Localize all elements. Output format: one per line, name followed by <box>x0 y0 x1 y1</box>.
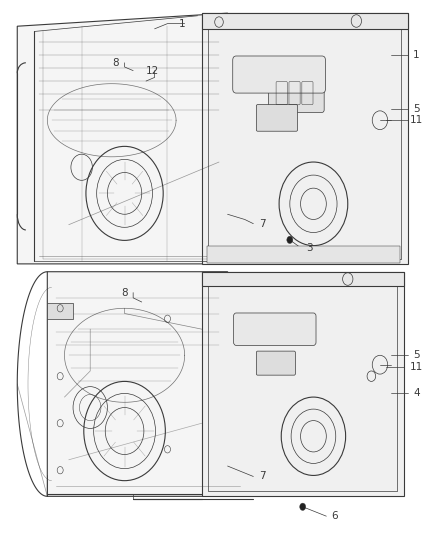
Polygon shape <box>47 272 240 496</box>
Text: 12: 12 <box>146 66 159 76</box>
FancyBboxPatch shape <box>256 351 295 375</box>
Text: 5: 5 <box>413 104 420 114</box>
Text: 1: 1 <box>413 50 420 60</box>
Polygon shape <box>17 13 240 264</box>
Polygon shape <box>202 13 408 264</box>
Text: 4: 4 <box>413 388 420 398</box>
Polygon shape <box>202 272 403 286</box>
FancyBboxPatch shape <box>268 73 324 112</box>
Text: 8: 8 <box>121 288 128 297</box>
Text: 3: 3 <box>306 243 312 253</box>
Polygon shape <box>202 272 403 496</box>
Text: 8: 8 <box>113 58 119 68</box>
Circle shape <box>300 503 306 511</box>
Polygon shape <box>47 303 73 319</box>
FancyBboxPatch shape <box>233 313 316 345</box>
Text: 7: 7 <box>258 219 265 229</box>
Text: 1: 1 <box>179 19 186 29</box>
Text: 11: 11 <box>410 362 423 372</box>
Text: 5: 5 <box>413 350 420 360</box>
FancyBboxPatch shape <box>256 104 297 131</box>
Polygon shape <box>202 13 408 29</box>
Text: 11: 11 <box>410 115 423 125</box>
Text: 7: 7 <box>258 472 265 481</box>
Text: 6: 6 <box>332 511 338 521</box>
Circle shape <box>287 236 293 244</box>
FancyBboxPatch shape <box>208 246 400 263</box>
FancyBboxPatch shape <box>233 56 325 93</box>
